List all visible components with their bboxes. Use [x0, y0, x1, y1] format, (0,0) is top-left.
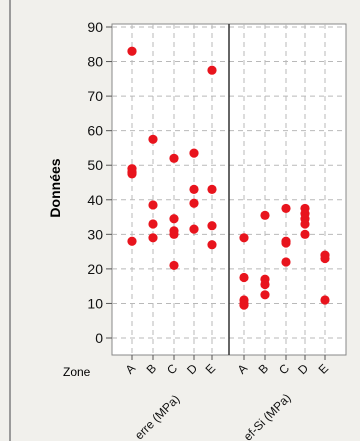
data-point — [127, 169, 137, 179]
y-tick-label: 30 — [87, 226, 103, 242]
data-point — [260, 210, 270, 220]
y-tick-label: 70 — [87, 88, 103, 104]
data-point — [189, 198, 199, 208]
x-tick-label: B — [256, 361, 272, 377]
y-tick-label: 90 — [87, 19, 103, 35]
x-tick-label: C — [276, 361, 292, 377]
data-point — [260, 279, 270, 290]
data-point — [169, 229, 179, 239]
data-point — [207, 184, 217, 195]
group-label: erre (MPa) — [132, 392, 182, 441]
data-point — [189, 184, 199, 195]
data-point — [320, 295, 330, 305]
y-tick-label: 10 — [87, 295, 103, 311]
x-tick-label: B — [144, 361, 160, 377]
x-tick-label: A — [235, 361, 251, 377]
data-point — [189, 148, 199, 158]
x-tick-label: E — [203, 361, 219, 377]
data-point — [320, 253, 330, 264]
data-point — [239, 233, 249, 243]
y-tick-label: 20 — [87, 261, 103, 277]
y-tick-label: 50 — [87, 157, 103, 173]
data-point — [127, 46, 137, 56]
data-point — [148, 219, 158, 229]
window-edge — [9, 0, 11, 441]
x-tick-label: D — [295, 361, 311, 377]
data-point — [169, 153, 179, 163]
data-point — [260, 290, 270, 300]
data-point — [207, 240, 217, 250]
x-tick-label: A — [123, 361, 139, 377]
data-point — [148, 200, 158, 210]
y-tick-label: 40 — [87, 192, 103, 208]
data-point — [300, 219, 310, 229]
data-point — [239, 272, 249, 283]
x-tick-label: C — [164, 361, 180, 377]
x-tick-label: E — [316, 361, 332, 377]
x-axis-label: Zone — [63, 365, 91, 379]
y-tick-label: 60 — [87, 123, 103, 139]
data-point — [148, 233, 158, 243]
data-point — [127, 236, 137, 246]
data-point — [169, 214, 179, 224]
data-point — [169, 260, 179, 271]
data-point — [281, 257, 291, 267]
data-point — [148, 134, 158, 144]
data-point — [239, 300, 249, 310]
data-point — [207, 221, 217, 231]
y-tick-label: 80 — [87, 54, 103, 70]
y-tick-label: 0 — [95, 330, 103, 346]
y-axis-label: Données — [47, 158, 63, 217]
data-point — [281, 238, 291, 248]
data-point — [189, 224, 199, 234]
x-tick-label: D — [184, 361, 200, 377]
data-point — [300, 229, 310, 239]
data-point — [207, 65, 217, 75]
data-point — [281, 203, 291, 214]
group-label: ef-Si (MPa) — [241, 391, 294, 441]
